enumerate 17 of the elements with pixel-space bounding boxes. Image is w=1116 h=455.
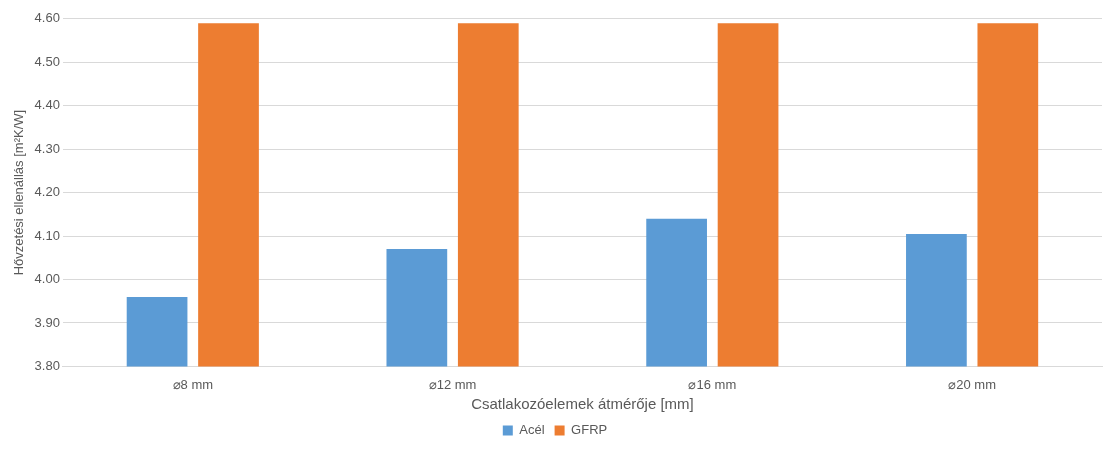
x-tick-label: ⌀12 mm [428, 376, 477, 392]
y-tick-label: 4.00 [34, 271, 60, 287]
x-tick-label: ⌀20 mm [948, 376, 996, 392]
x-axis-title: Csatlakozóelemek átmérője [mm] [471, 395, 694, 413]
y-tick-label: 3.80 [34, 357, 60, 373]
y-tick-label: 4.40 [34, 97, 60, 113]
x-tick-label: ⌀8 mm [172, 376, 214, 392]
y-tick-label: 4.50 [34, 53, 60, 69]
y-tick-label: 3.90 [34, 314, 60, 330]
y-tick-label: 4.20 [34, 184, 60, 200]
y-tick-label: 4.30 [34, 140, 60, 156]
y-tick-label: 4.60 [34, 10, 60, 26]
legend-label: Acél [519, 422, 545, 438]
x-tick-label: ⌀16 mm [688, 376, 737, 392]
y-tick-label: 4.10 [34, 227, 60, 243]
y-axis-title: Hővzetési ellenállás [m²K/W] [11, 109, 27, 276]
legend-label: GFRP [571, 422, 608, 438]
